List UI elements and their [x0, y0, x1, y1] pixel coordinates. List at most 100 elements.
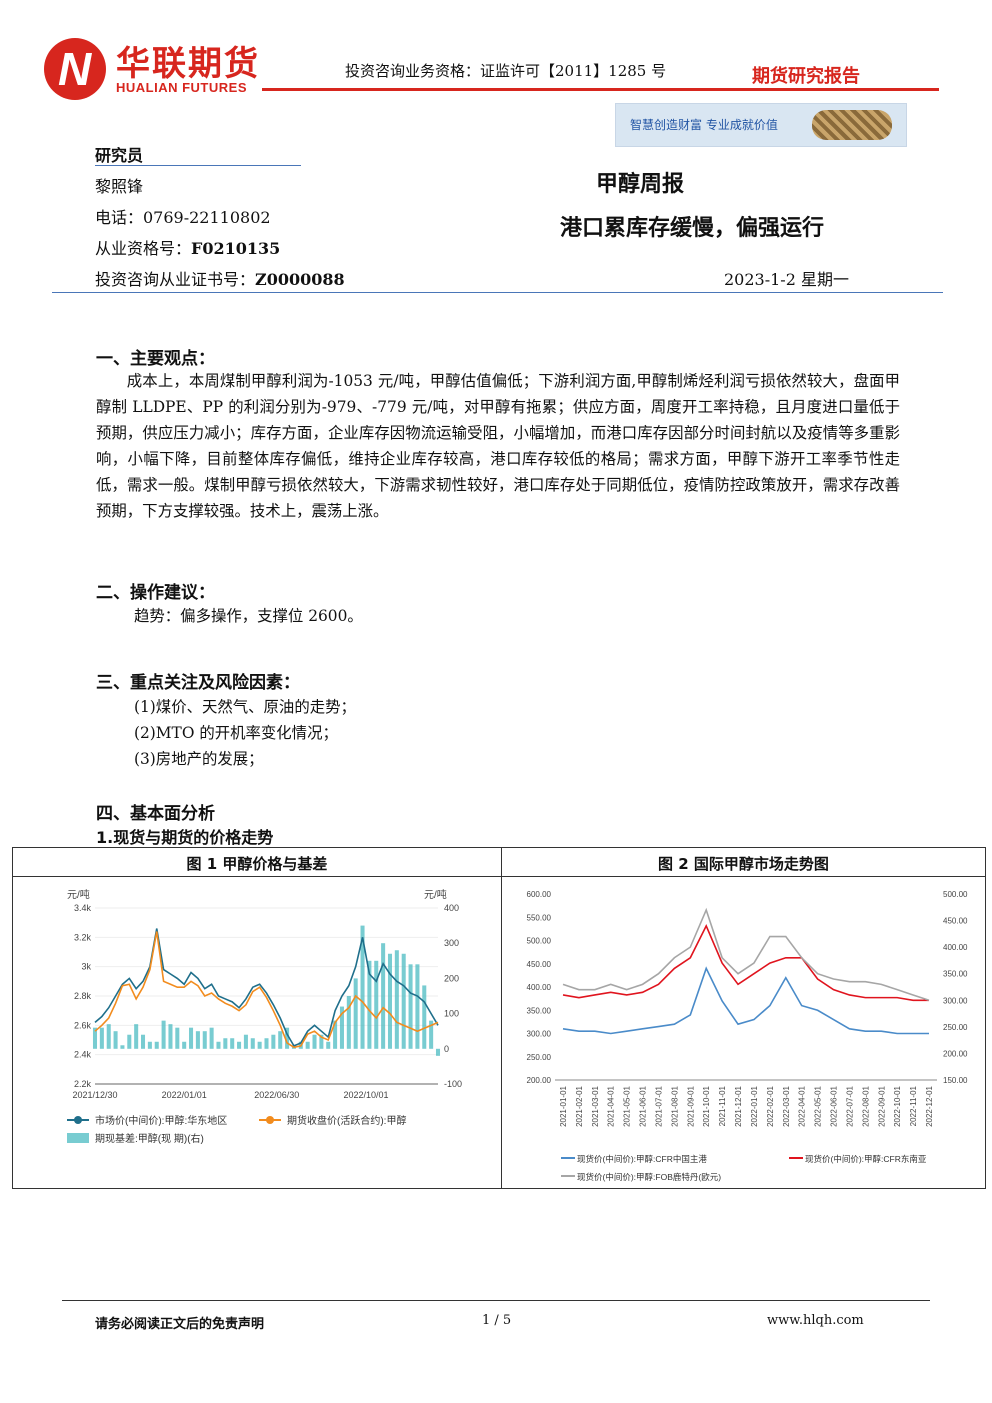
futures-price-line: [94, 931, 439, 1049]
basis-bar: [202, 1031, 207, 1049]
basis-bar: [182, 1041, 187, 1049]
basis-bar: [243, 1034, 248, 1049]
x-tick-label: 2022/10/01: [343, 1090, 388, 1100]
section-4-subtitle: 1.现货与期货的价格走势: [96, 828, 274, 847]
analyst-heading-rule: [95, 165, 301, 166]
legend-swatch: [67, 1133, 89, 1143]
basis-bar: [326, 1041, 331, 1049]
header-bottom-rule: [52, 292, 943, 293]
y-left-tick-label: 550.00: [527, 913, 552, 922]
basis-bar: [216, 1041, 221, 1049]
x-tick-label: 2021-05-01: [623, 1085, 632, 1126]
y-right-tick-label: 400: [444, 903, 459, 913]
x-tick-label: 2021/12/30: [72, 1090, 117, 1100]
y-left-tick-label: 500.00: [527, 937, 552, 946]
y-right-tick-label: 250.00: [943, 1023, 968, 1032]
y-left-tick-label: 2.4k: [74, 1050, 92, 1060]
y-right-tick-label: 100: [444, 1009, 459, 1019]
basis-bar: [408, 964, 413, 1049]
y-left-unit: 元/吨: [67, 888, 90, 901]
section-1-title: 一、主要观点：: [96, 349, 215, 369]
y-left-tick-label: 2.6k: [74, 1020, 92, 1030]
y-left-tick-label: 3.4k: [74, 903, 92, 913]
y-left-tick-label: 600.00: [527, 890, 552, 899]
basis-bar: [435, 1048, 441, 1056]
x-tick-label: 2021-12-01: [734, 1085, 743, 1126]
basis-bar: [154, 1041, 159, 1049]
risk-item: (1)煤价、天然气、原油的走势；: [134, 698, 356, 716]
basis-bar: [346, 996, 351, 1049]
x-tick-label: 2022-04-01: [798, 1085, 807, 1126]
qualification-text: 投资咨询业务资格：证监许可【2011】1285 号: [345, 62, 667, 80]
y-right-tick-label: 300.00: [943, 996, 968, 1005]
legend-label: 期货收盘价(活跃合约):甲醇: [287, 1114, 406, 1127]
y-right-tick-label: 300: [444, 938, 459, 948]
x-tick-label: 2021-06-01: [639, 1085, 648, 1126]
x-tick-label: 2021-03-01: [591, 1085, 600, 1126]
basis-bar: [168, 1024, 173, 1049]
basis-bar: [161, 1020, 166, 1049]
x-tick-label: 2021-07-01: [654, 1085, 663, 1126]
x-tick-label: 2022-01-01: [750, 1085, 759, 1126]
basis-bar: [360, 925, 365, 1049]
basis-bar: [319, 1034, 324, 1049]
advisor-number: Z0000088: [255, 270, 345, 289]
basis-bar: [271, 1034, 276, 1049]
x-tick-label: 2022-05-01: [814, 1085, 823, 1126]
basis-bar: [305, 1041, 310, 1049]
y-right-tick-label: -100: [444, 1079, 462, 1089]
figure-1-caption: 图 1 甲醇价格与基差: [186, 855, 328, 873]
footer-page-number: 1 / 5: [482, 1313, 512, 1328]
report-date: 2023-1-2 星期一: [724, 270, 849, 289]
x-tick-label: 2022-11-01: [909, 1085, 918, 1126]
basis-bar: [387, 953, 392, 1049]
basis-bar: [333, 1020, 338, 1049]
x-tick-label: 2022-03-01: [782, 1085, 791, 1126]
basis-bar: [429, 1020, 434, 1049]
analyst-license: 从业资格号：F0210135: [95, 235, 280, 259]
legend-marker: [74, 1116, 82, 1124]
y-left-tick-label: 2.8k: [74, 991, 92, 1001]
y-left-tick-label: 250.00: [527, 1053, 552, 1062]
basis-bar: [113, 1031, 118, 1049]
x-tick-label: 2022-02-01: [766, 1085, 775, 1126]
y-left-tick-label: 300.00: [527, 1030, 552, 1039]
basis-bar: [374, 960, 379, 1049]
report-title: 甲醇周报: [596, 172, 685, 197]
x-tick-label: 2022-12-01: [925, 1085, 934, 1126]
x-tick-label: 2022-06-01: [830, 1085, 839, 1126]
basis-bar: [264, 1038, 269, 1049]
y-left-tick-label: 400.00: [527, 983, 552, 992]
series-line-2: [562, 907, 930, 1002]
y-left-tick-label: 350.00: [527, 1006, 552, 1015]
section-4-title: 四、基本面分析: [96, 804, 215, 824]
basis-bar: [415, 964, 420, 1049]
basis-bar: [141, 1034, 146, 1049]
company-logo-mark: N: [44, 38, 106, 100]
basis-bar: [209, 1027, 214, 1049]
risk-item: (3)房地产的发展；: [134, 750, 264, 768]
spot-price-line: [94, 928, 439, 1047]
section-2-title: 二、操作建议：: [96, 583, 215, 603]
footer-website: www.hlqh.com: [767, 1313, 864, 1328]
x-tick-label: 2022-08-01: [861, 1085, 870, 1126]
x-tick-label: 2021-09-01: [686, 1085, 695, 1126]
report-type-tag: 期货研究报告: [752, 66, 860, 87]
x-tick-label: 2021-02-01: [575, 1085, 584, 1126]
y-left-tick-label: 3k: [81, 962, 91, 972]
x-tick-label: 2022/01/01: [162, 1090, 207, 1100]
license-label: 从业资格号：: [95, 239, 192, 258]
analyst-advisor-cert: 投资咨询从业证书号：Z0000088: [95, 266, 345, 290]
table-divider: [501, 848, 502, 1188]
figure-2-chart: 200.00 250.00 300.00 350.00 400.00 450.00 500.…: [527, 890, 968, 1182]
table-header-rule: [13, 876, 985, 877]
legend-marker: [266, 1116, 274, 1124]
basis-bar: [92, 1027, 98, 1049]
advisor-label: 投资咨询从业证书号：: [95, 270, 256, 289]
y-right-tick-label: 0: [444, 1044, 449, 1054]
y-right-tick-label: 200: [444, 973, 459, 983]
risk-item: (2)MTO 的开机率变化情况；: [134, 724, 338, 742]
basis-bar: [189, 1027, 194, 1049]
basis-bar: [223, 1038, 228, 1049]
y-right-tick-label: 150.00: [943, 1076, 968, 1085]
